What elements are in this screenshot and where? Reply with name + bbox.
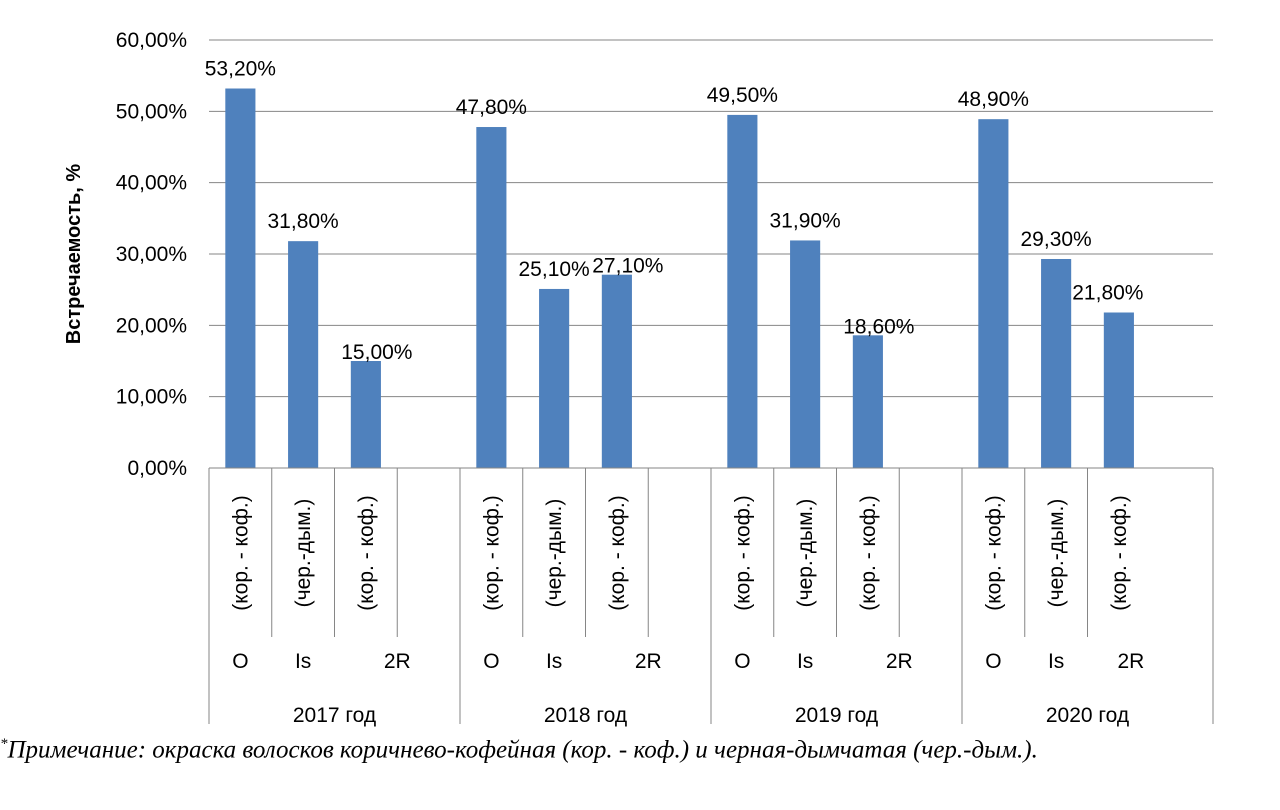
bar [476, 127, 507, 468]
category-color-label: (чер.-дым.) [1045, 499, 1068, 608]
category-color-label: (кор. - коф.) [1108, 495, 1131, 610]
data-label: 21,80% [1072, 281, 1143, 304]
category-code-label: 2R [635, 650, 662, 673]
category-color-label: (чер.-дым.) [292, 499, 315, 608]
category-color-label: (чер.-дым.) [794, 499, 817, 608]
category-code-label: O [232, 650, 248, 673]
data-label: 47,80% [456, 96, 527, 119]
chart-note: *Примечание: окраска волосков коричнево-… [0, 728, 1270, 766]
data-label: 29,30% [1021, 228, 1092, 251]
y-axis-ticks: 0,00% 10,00% 20,00% 30,00% 40,00% 50,00% 60,00… [116, 29, 187, 480]
data-label: 31,80% [268, 210, 339, 233]
bar-chart: 0,00% 10,00% 20,00% 30,00% 40,00% 50,00% 60,00… [63, 29, 1214, 727]
group-year-label: 2017 год [293, 704, 376, 727]
bar [1041, 258, 1072, 468]
bar [539, 288, 570, 468]
bar [852, 335, 883, 468]
category-code-label: 2R [1117, 650, 1144, 673]
y-axis-label: Встречаемость, % [63, 164, 85, 345]
y-tick-label: 20,00% [116, 314, 187, 337]
group-year-label: 2019 год [795, 704, 878, 727]
bar [225, 88, 256, 469]
category-code-label: Is [295, 650, 311, 673]
category-color-label: (кор. - коф.) [731, 495, 754, 610]
category-color-label: (кор. - коф.) [229, 495, 252, 610]
category-color-label: (чер.-дым.) [543, 499, 566, 608]
y-tick-label: 10,00% [116, 386, 187, 409]
bar [727, 114, 758, 469]
note-text: Примечание: окраска волосков коричнево-к… [7, 736, 1038, 764]
bar [288, 241, 319, 468]
data-label: 49,50% [707, 84, 778, 107]
category-code-label: Is [797, 650, 813, 673]
note-marker: * [0, 736, 8, 752]
category-color-label: (кор. - коф.) [480, 495, 503, 610]
y-tick-label: 40,00% [116, 172, 187, 195]
bar [790, 240, 821, 468]
data-label: 25,10% [519, 258, 590, 281]
category-color-label: (кор. - коф.) [857, 495, 880, 610]
bar [601, 274, 632, 468]
bar [350, 361, 381, 468]
data-label: 31,90% [770, 209, 841, 232]
group-year-label: 2018 год [544, 704, 627, 727]
category-code-label: Is [1048, 650, 1064, 673]
y-tick-label: 50,00% [116, 100, 187, 123]
bar [1103, 312, 1134, 468]
category-color-label: (кор. - коф.) [355, 495, 378, 610]
bars [225, 88, 1134, 469]
category-code-label: O [734, 650, 750, 673]
y-tick-label: 60,00% [116, 29, 187, 52]
group-year-label: 2020 год [1046, 704, 1129, 727]
data-label: 18,60% [843, 315, 914, 338]
bar [978, 119, 1009, 469]
y-tick-label: 0,00% [127, 457, 187, 480]
data-label: 48,90% [958, 88, 1029, 111]
category-code-label: O [483, 650, 499, 673]
x-axis-table: (кор. - коф.) O (чер.-дым.) Is (кор. - коф.)… [208, 467, 1214, 727]
category-color-label: (кор. - коф.) [606, 495, 629, 610]
data-label: 53,20% [205, 58, 276, 81]
data-label: 15,00% [341, 341, 412, 364]
category-code-label: 2R [384, 650, 411, 673]
category-code-label: Is [546, 650, 562, 673]
category-code-label: O [985, 650, 1001, 673]
data-labels: 53,20% 31,80% 15,00% 47,80% 25,10% 27,10% 49,5… [205, 58, 1144, 364]
y-tick-label: 30,00% [116, 243, 187, 266]
category-color-label: (кор. - коф.) [982, 495, 1005, 610]
category-code-label: 2R [886, 650, 913, 673]
data-label: 27,10% [592, 255, 663, 278]
